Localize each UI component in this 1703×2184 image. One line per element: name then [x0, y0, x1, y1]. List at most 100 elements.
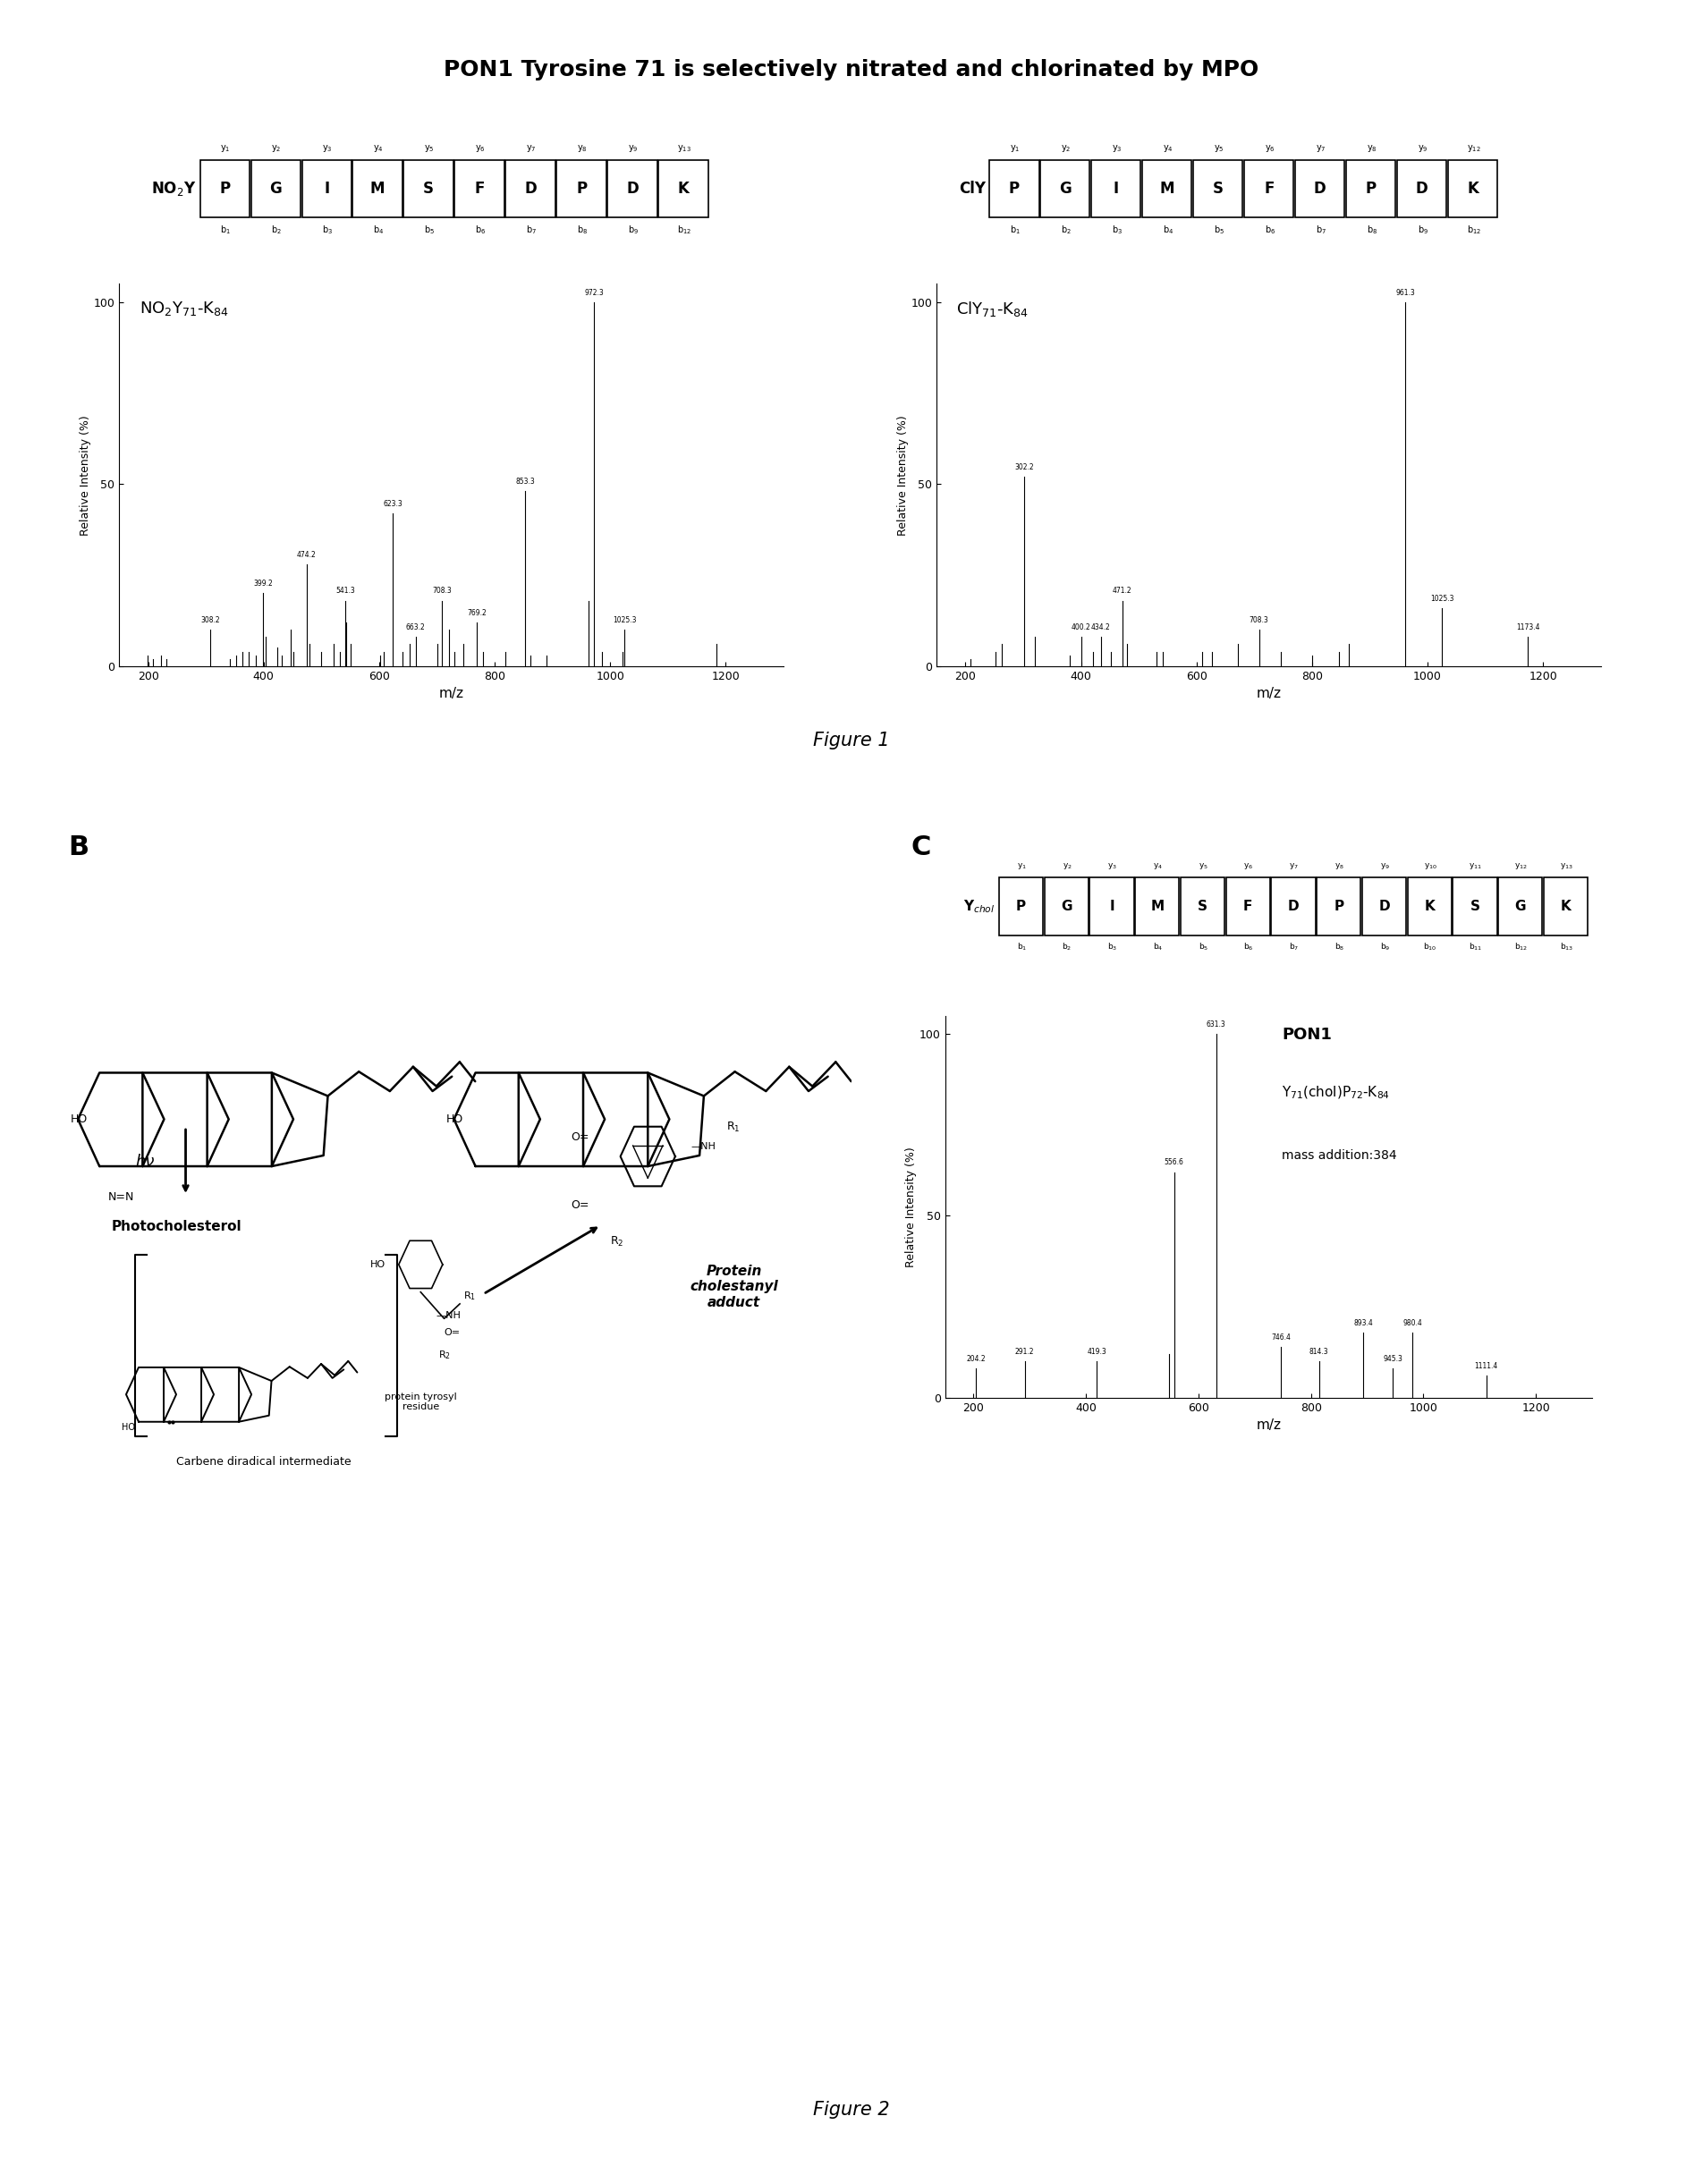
Text: Y$_{71}$(chol)P$_{72}$-K$_{84}$: Y$_{71}$(chol)P$_{72}$-K$_{84}$ — [1282, 1085, 1390, 1101]
Text: D: D — [1313, 181, 1327, 197]
Text: 204.2: 204.2 — [966, 1354, 986, 1363]
Text: G: G — [269, 181, 281, 197]
FancyBboxPatch shape — [1453, 878, 1497, 935]
Text: Figure 2: Figure 2 — [814, 2101, 889, 2118]
Text: 434.2: 434.2 — [1092, 622, 1110, 631]
Text: ClY$_{71}$-K$_{84}$: ClY$_{71}$-K$_{84}$ — [957, 299, 1029, 319]
FancyBboxPatch shape — [1041, 159, 1090, 218]
Text: b$_{12}$: b$_{12}$ — [1514, 941, 1528, 952]
Text: Carbene diradical intermediate: Carbene diradical intermediate — [177, 1457, 351, 1468]
FancyBboxPatch shape — [1448, 159, 1497, 218]
FancyBboxPatch shape — [250, 159, 300, 218]
Text: S: S — [1470, 900, 1480, 913]
Text: y$_9$: y$_9$ — [628, 142, 639, 153]
Text: HO: HO — [70, 1114, 89, 1125]
FancyBboxPatch shape — [1226, 878, 1270, 935]
Text: b$_{13}$: b$_{13}$ — [1560, 941, 1574, 952]
Text: O=: O= — [444, 1328, 460, 1337]
Text: P: P — [1333, 900, 1344, 913]
Text: Photocholesterol: Photocholesterol — [112, 1221, 242, 1234]
Text: 769.2: 769.2 — [467, 609, 487, 618]
Text: y$_5$: y$_5$ — [1214, 142, 1224, 153]
Text: y$_9$: y$_9$ — [1417, 142, 1427, 153]
Text: b$_3$: b$_3$ — [1112, 223, 1122, 236]
Text: P: P — [1017, 900, 1025, 913]
FancyBboxPatch shape — [1090, 878, 1134, 935]
Text: y$_{12}$: y$_{12}$ — [1466, 142, 1480, 153]
Text: 419.3: 419.3 — [1087, 1348, 1107, 1356]
FancyBboxPatch shape — [1092, 159, 1141, 218]
Text: b$_9$: b$_9$ — [1379, 941, 1390, 952]
Text: protein tyrosyl
residue: protein tyrosyl residue — [385, 1393, 456, 1411]
Text: y$_{12}$: y$_{12}$ — [1514, 860, 1528, 871]
Text: y$_3$: y$_3$ — [322, 142, 332, 153]
Text: y$_4$: y$_4$ — [1163, 142, 1173, 153]
Text: PON1: PON1 — [1282, 1026, 1332, 1044]
Text: 853.3: 853.3 — [516, 478, 535, 487]
Text: K: K — [1424, 900, 1436, 913]
Text: y$_7$: y$_7$ — [1315, 142, 1327, 153]
FancyBboxPatch shape — [1362, 878, 1407, 935]
Text: K: K — [678, 181, 690, 197]
Text: y$_2$: y$_2$ — [271, 142, 281, 153]
Text: y$_1$: y$_1$ — [1010, 142, 1020, 153]
Text: b$_8$: b$_8$ — [1366, 223, 1378, 236]
Text: y$_3$: y$_3$ — [1112, 142, 1122, 153]
Text: y$_9$: y$_9$ — [1379, 860, 1390, 871]
Text: M: M — [370, 181, 385, 197]
Text: G: G — [1516, 900, 1526, 913]
Text: F: F — [1243, 900, 1253, 913]
Text: O=: O= — [571, 1131, 589, 1142]
Text: y$_2$: y$_2$ — [1063, 860, 1071, 871]
Text: b$_2$: b$_2$ — [1063, 941, 1073, 952]
Text: b$_7$: b$_7$ — [526, 223, 536, 236]
Text: b$_8$: b$_8$ — [1335, 941, 1345, 952]
FancyBboxPatch shape — [557, 159, 606, 218]
Text: I: I — [1109, 900, 1114, 913]
Text: 1025.3: 1025.3 — [1431, 594, 1454, 603]
Text: 556.6: 556.6 — [1165, 1158, 1184, 1166]
Text: b$_9$: b$_9$ — [628, 223, 639, 236]
Text: y$_6$: y$_6$ — [475, 142, 485, 153]
Text: O=: O= — [571, 1199, 589, 1212]
FancyBboxPatch shape — [1272, 878, 1315, 935]
Text: b$_7$: b$_7$ — [1289, 941, 1299, 952]
FancyBboxPatch shape — [1296, 159, 1345, 218]
Y-axis label: Relative Intensity (%): Relative Intensity (%) — [80, 415, 90, 535]
FancyBboxPatch shape — [1396, 159, 1446, 218]
Text: P: P — [576, 181, 588, 197]
Text: P: P — [1366, 181, 1376, 197]
Text: HO: HO — [370, 1260, 385, 1269]
Text: —NH: —NH — [436, 1310, 462, 1321]
FancyBboxPatch shape — [608, 159, 657, 218]
Text: K: K — [1560, 900, 1572, 913]
Text: C: C — [911, 834, 932, 860]
Text: y$_3$: y$_3$ — [1107, 860, 1117, 871]
Text: D: D — [627, 181, 639, 197]
Text: I: I — [324, 181, 329, 197]
Text: 708.3: 708.3 — [433, 587, 451, 596]
Y-axis label: Relative Intensity (%): Relative Intensity (%) — [906, 1147, 916, 1267]
X-axis label: m/z: m/z — [1257, 688, 1281, 701]
Text: 471.2: 471.2 — [1112, 587, 1132, 596]
Text: y$_4$: y$_4$ — [373, 142, 383, 153]
FancyBboxPatch shape — [659, 159, 708, 218]
Text: HO: HO — [446, 1114, 463, 1125]
Text: y$_8$: y$_8$ — [1335, 860, 1344, 871]
Text: y$_5$: y$_5$ — [1199, 860, 1207, 871]
Text: D: D — [1287, 900, 1299, 913]
Text: y$_{10}$: y$_{10}$ — [1424, 860, 1437, 871]
Text: b$_{12}$: b$_{12}$ — [1466, 223, 1482, 236]
Text: b$_5$: b$_5$ — [1199, 941, 1209, 952]
FancyBboxPatch shape — [989, 159, 1039, 218]
Text: y$_1$: y$_1$ — [1017, 860, 1027, 871]
Text: S: S — [1213, 181, 1223, 197]
Text: S: S — [422, 181, 434, 197]
Text: 814.3: 814.3 — [1310, 1348, 1328, 1356]
Text: b$_7$: b$_7$ — [1315, 223, 1327, 236]
Text: y$_4$: y$_4$ — [1153, 860, 1163, 871]
Text: 302.2: 302.2 — [1015, 463, 1034, 472]
Text: G: G — [1059, 181, 1071, 197]
Y-axis label: Relative Intensity (%): Relative Intensity (%) — [897, 415, 908, 535]
Text: y$_5$: y$_5$ — [424, 142, 434, 153]
